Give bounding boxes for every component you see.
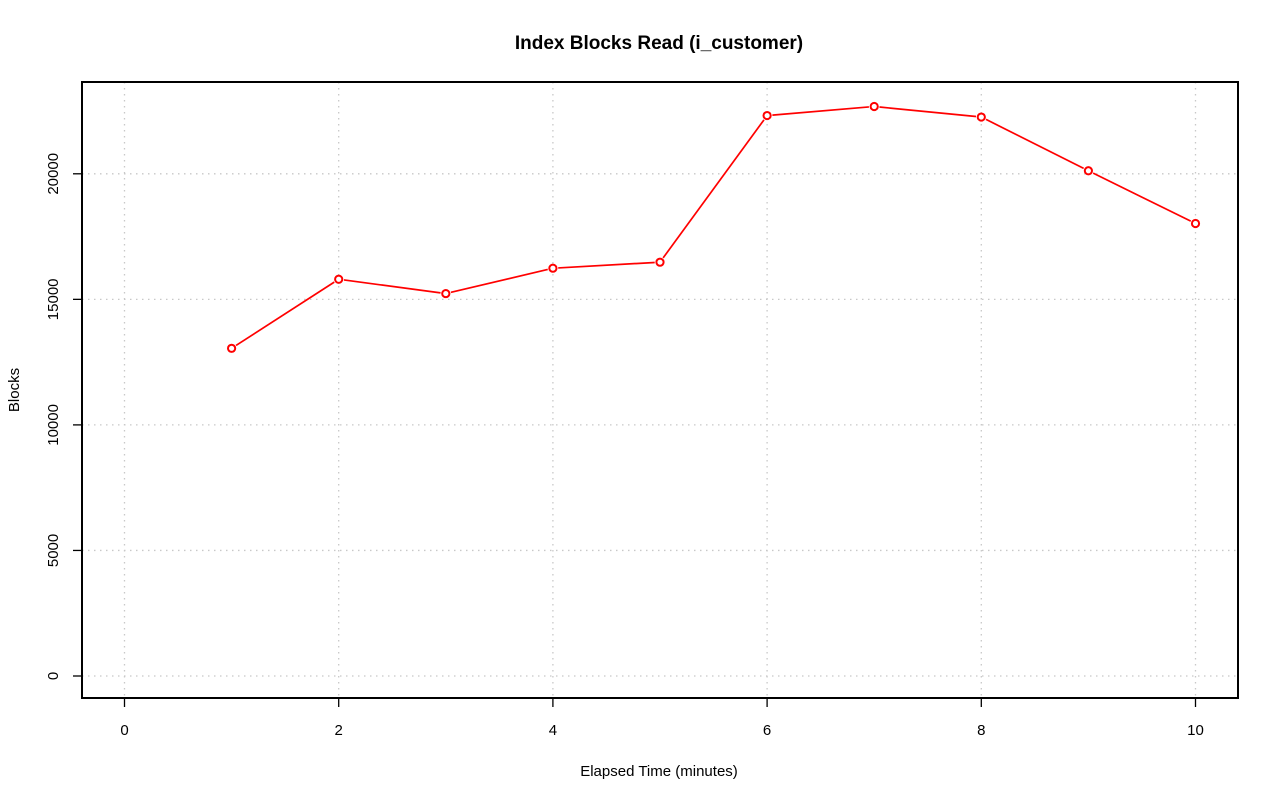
data-point	[548, 263, 558, 273]
y-tick-label: 5000	[45, 534, 62, 567]
series-line-segment	[772, 106, 869, 116]
series-line-segment	[879, 106, 977, 118]
series-line-segment	[343, 279, 441, 294]
data-point	[227, 343, 237, 353]
series-line-segment	[985, 118, 1085, 170]
y-tick-label: 10000	[45, 404, 62, 446]
series-line-segment	[450, 268, 548, 294]
x-tick-label: 8	[977, 722, 985, 739]
y-tick-label: 0	[45, 672, 62, 680]
x-tick-label: 2	[335, 722, 343, 739]
series-line-segment	[662, 119, 765, 259]
data-point	[655, 257, 665, 267]
x-tick-label: 0	[120, 722, 128, 739]
y-axis: 0 5000 10000 15000 20000	[45, 153, 82, 680]
data-point	[762, 110, 772, 121]
data-point	[441, 288, 451, 299]
plot-frame	[81, 81, 1239, 699]
x-axis-label: Elapsed Time (minutes)	[580, 763, 738, 780]
grid-lines	[82, 82, 1238, 698]
data-point	[1190, 218, 1201, 229]
series-line-segment	[1092, 172, 1192, 222]
y-tick-label: 15000	[45, 278, 62, 320]
y-axis-label: Blocks	[6, 368, 23, 412]
series-line-segment	[235, 281, 335, 347]
series-line-segment	[558, 261, 655, 269]
x-axis: 0 2 4 6 8 10	[120, 698, 1204, 739]
y-tick-label: 20000	[45, 153, 62, 195]
data-point	[976, 112, 986, 122]
data-point	[1083, 166, 1094, 176]
data-point	[869, 101, 879, 112]
series-layer	[227, 101, 1201, 353]
x-tick-label: 10	[1187, 722, 1204, 739]
x-tick-label: 4	[549, 722, 557, 739]
chart-title: Index Blocks Read (i_customer)	[515, 33, 803, 54]
x-tick-label: 6	[763, 722, 771, 739]
data-point	[334, 274, 344, 284]
